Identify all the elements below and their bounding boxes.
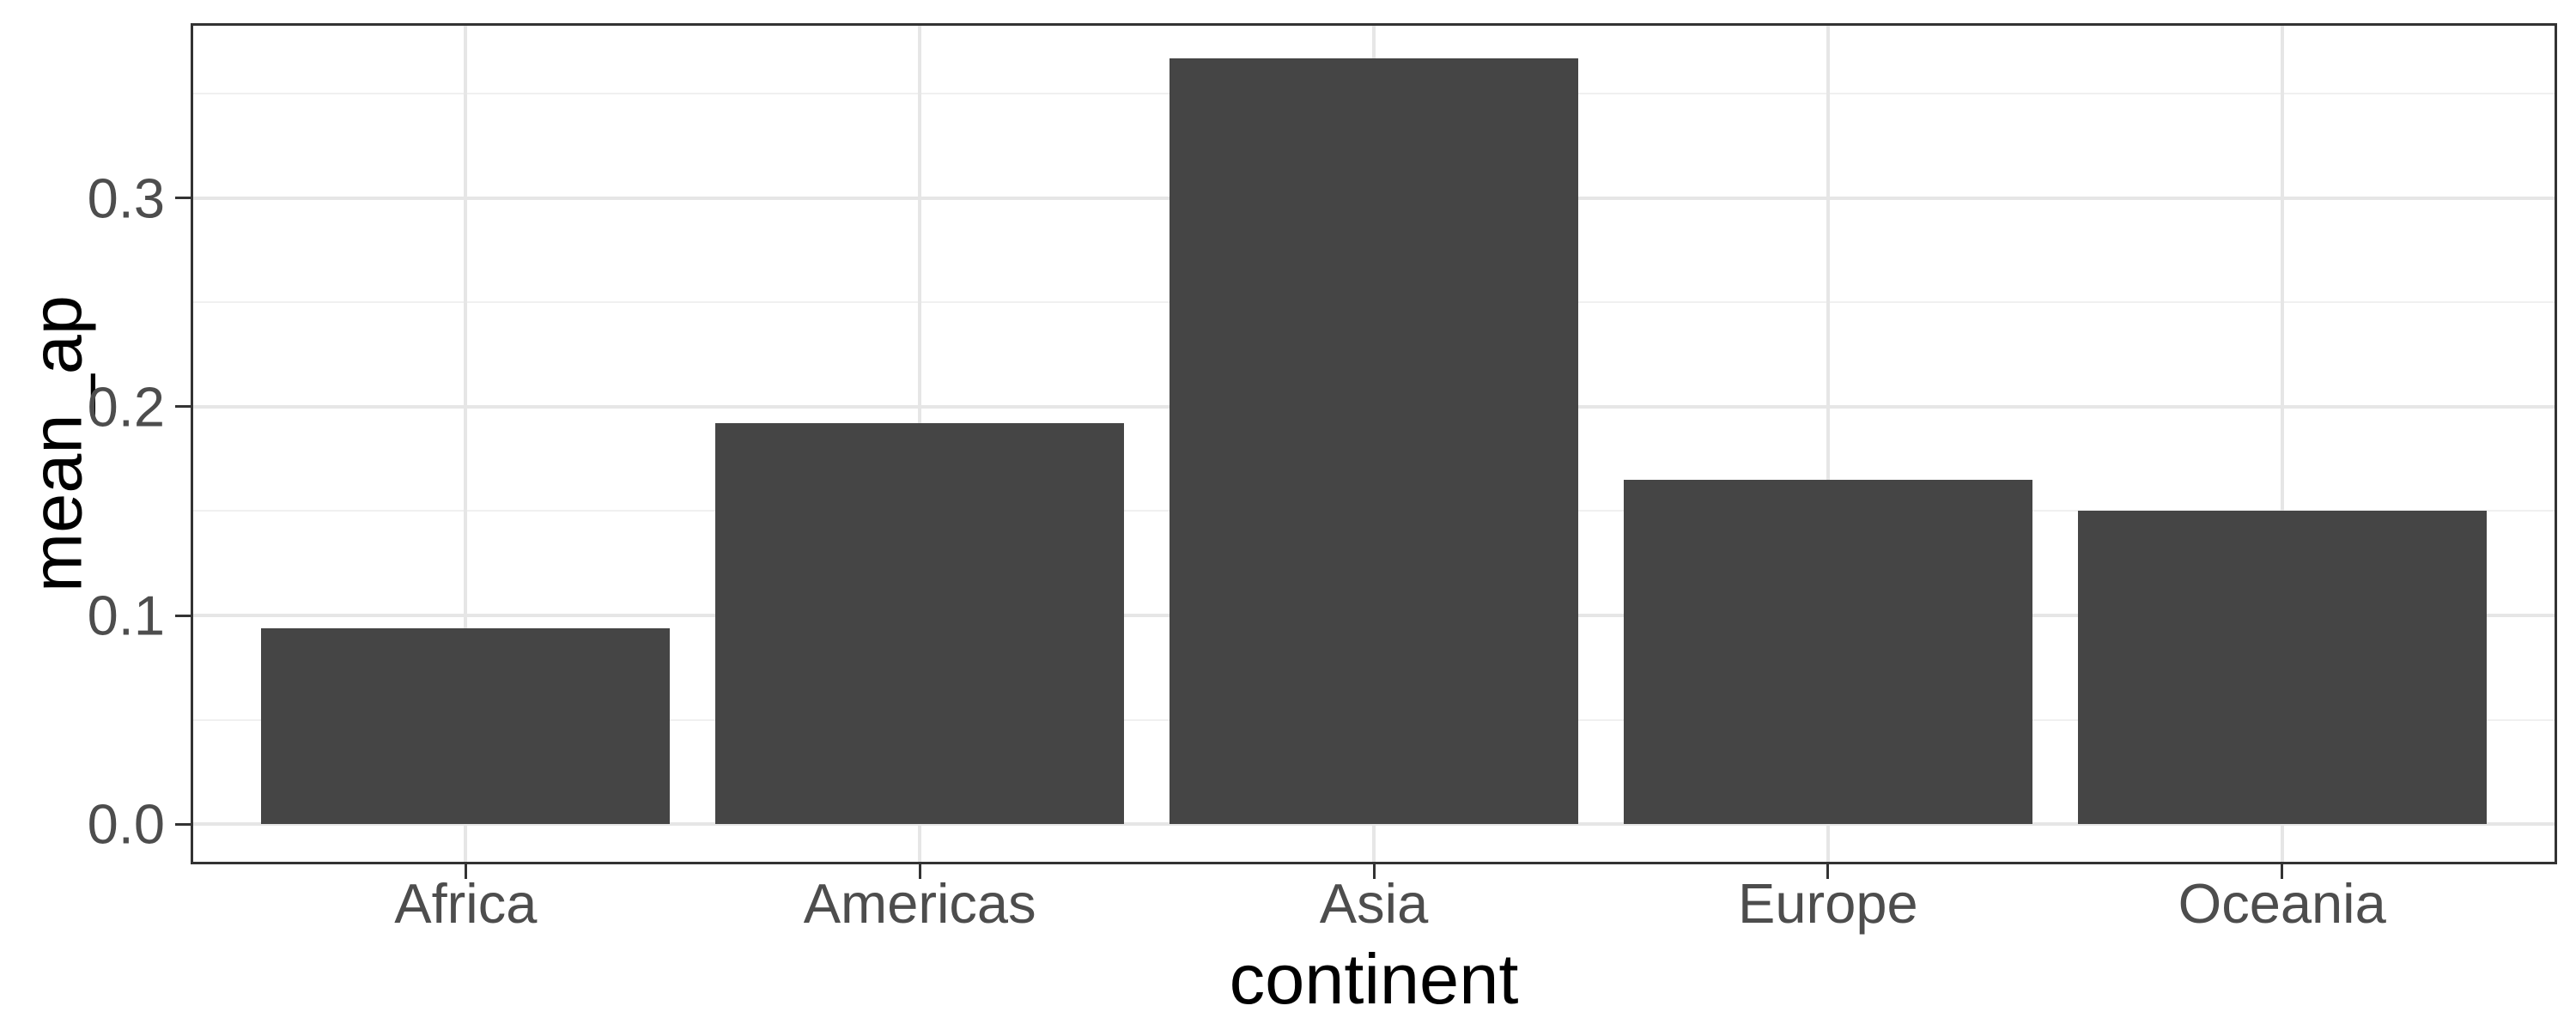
plot-panel [191, 23, 2557, 864]
x-axis-title: continent [1229, 939, 1519, 1019]
y-tick-mark [175, 197, 192, 200]
y-tick-mark [175, 822, 192, 826]
bar-africa [261, 627, 671, 824]
y-tick-label: 0.3 [87, 167, 165, 230]
y-tick-label: 0.0 [87, 792, 165, 856]
y-tick-mark [175, 614, 192, 617]
y-tick-label: 0.1 [87, 584, 165, 647]
gridline-major-v [464, 26, 468, 862]
y-axis-title: mean_ap [16, 294, 97, 593]
gridline-major-v [1826, 26, 1830, 862]
bar-europe [1623, 480, 2032, 824]
bar-oceania [2077, 511, 2487, 824]
x-tick-mark [918, 862, 921, 879]
x-tick-mark [1372, 862, 1376, 879]
bar-asia [1170, 58, 1578, 824]
y-tick-mark [175, 405, 192, 409]
bar-americas [715, 423, 1125, 824]
x-tick-label-americas: Americas [803, 872, 1036, 935]
y-tick-label: 0.2 [87, 375, 165, 439]
x-tick-mark [2281, 862, 2284, 879]
x-tick-label-asia: Asia [1319, 872, 1429, 935]
x-tick-label-oceania: Oceania [2178, 872, 2386, 935]
x-tick-mark [1826, 862, 1830, 879]
x-tick-mark [464, 862, 467, 879]
gridline-major-v [2280, 26, 2284, 862]
x-tick-label-europe: Europe [1738, 872, 1918, 935]
x-tick-label-africa: Africa [394, 872, 538, 935]
